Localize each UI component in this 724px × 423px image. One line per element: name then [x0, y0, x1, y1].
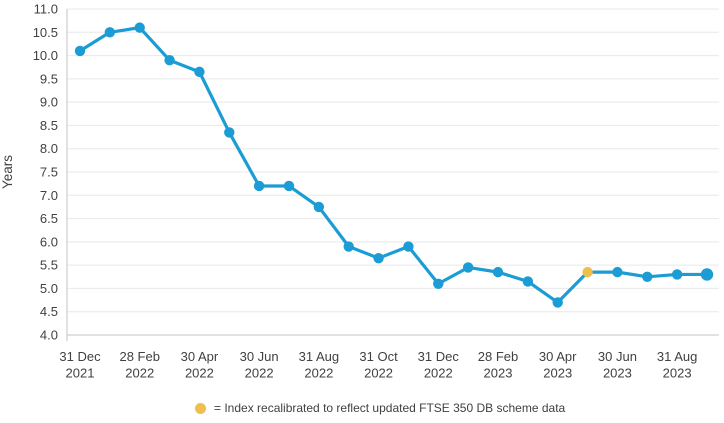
data-point — [224, 127, 235, 138]
x-tick-label-date: 30 Jun — [598, 349, 637, 364]
y-tick-label: 4.0 — [40, 328, 58, 343]
x-tick-label-year: 2022 — [424, 366, 453, 381]
y-tick-label: 10.0 — [33, 48, 58, 63]
y-tick-label: 5.0 — [40, 281, 58, 296]
data-point — [164, 55, 175, 66]
x-tick-label-year: 2022 — [245, 366, 274, 381]
x-tick-label-year: 2022 — [304, 366, 333, 381]
x-tick-label-year: 2021 — [66, 366, 95, 381]
x-tick-label-year: 2023 — [543, 366, 572, 381]
x-tick-label-year: 2023 — [603, 366, 632, 381]
x-tick-label-year: 2023 — [484, 366, 513, 381]
y-tick-label: 9.5 — [40, 71, 58, 86]
x-tick-label-date: 31 Dec — [418, 349, 460, 364]
data-point — [74, 45, 86, 57]
x-tick-label-date: 31 Aug — [657, 349, 698, 364]
y-axis-title: Years — [0, 155, 15, 189]
y-tick-label: 9.0 — [40, 95, 58, 110]
x-tick-label-year: 2022 — [185, 366, 214, 381]
line-chart: 11.0 10.5 10.0 9.5 9.0 8.5 8.0 7.5 7.0 6.5 6.0 5.5 5… — [0, 2, 719, 381]
x-tick-label-date: 30 Apr — [181, 349, 219, 364]
y-tick-label: 6.5 — [40, 211, 58, 226]
data-point — [552, 297, 563, 308]
data-point — [612, 266, 623, 278]
x-tick-label-date: 28 Feb — [119, 349, 159, 364]
data-point — [253, 180, 265, 192]
data-point — [642, 271, 653, 282]
x-tick-label-date: 31 Dec — [59, 349, 101, 364]
y-tick-label: 5.5 — [40, 258, 58, 273]
y-tick-label: 7.0 — [40, 188, 58, 203]
recalibrated-data-point — [582, 266, 593, 278]
data-point — [313, 201, 325, 213]
x-tick-label-year: 2023 — [663, 366, 692, 381]
y-tick-label: 11.0 — [34, 2, 58, 17]
data-point — [134, 22, 145, 33]
y-tick-label: 7.5 — [40, 165, 58, 180]
x-tick-label-date: 31 Aug — [299, 349, 340, 364]
data-point — [433, 278, 444, 289]
data-point — [403, 241, 414, 252]
data-point — [194, 66, 205, 78]
data-point — [343, 241, 354, 252]
x-tick-label-date: 30 Jun — [240, 349, 279, 364]
data-point — [462, 262, 474, 273]
data-point — [522, 276, 534, 287]
data-point — [283, 180, 295, 192]
x-tick-label-date: 31 Oct — [359, 349, 398, 364]
y-tick-label: 4.5 — [40, 304, 58, 319]
x-tick-label-date: 28 Feb — [478, 349, 518, 364]
data-point — [373, 252, 384, 264]
recalibrated-dot-icon — [195, 403, 206, 414]
index-line — [78, 26, 709, 304]
legend-text: = Index recalibrated to reflect updated … — [214, 401, 566, 415]
data-point — [671, 269, 683, 280]
data-point — [104, 27, 116, 38]
y-tick-label: 10.5 — [33, 25, 58, 40]
x-tick-label-date: 30 Apr — [539, 349, 577, 364]
y-tick-label: 8.0 — [40, 141, 58, 156]
chart-legend: = Index recalibrated to reflect updated … — [195, 401, 565, 416]
data-point — [700, 268, 714, 281]
y-tick-label: 8.5 — [40, 118, 58, 133]
x-tick-label-year: 2022 — [364, 366, 393, 381]
data-point — [492, 266, 504, 278]
x-tick-label-year: 2022 — [125, 366, 154, 381]
y-tick-label: 6.0 — [40, 234, 58, 249]
